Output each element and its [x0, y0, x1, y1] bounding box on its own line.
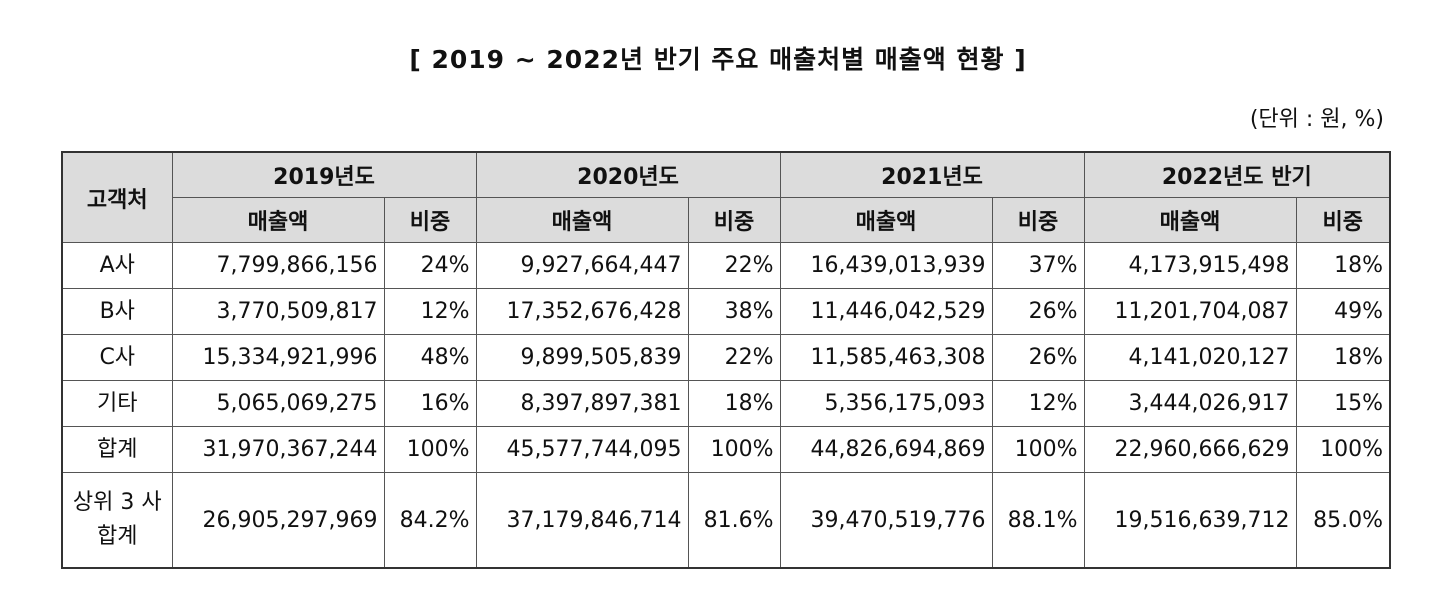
cell-customer: 상위 3 사 합계 [61, 472, 173, 569]
header-share: 비중 [991, 197, 1085, 243]
cell-share: 100% [1295, 426, 1391, 473]
header-year-2019: 2019년도 [171, 151, 477, 198]
cell-sales: 19,516,639,712 [1083, 472, 1297, 569]
header-sales: 매출액 [475, 197, 689, 243]
cell-share: 84.2% [383, 472, 477, 569]
header-row-metrics: 매출액 비중 매출액 비중 매출액 비중 매출액 비중 [62, 197, 1391, 243]
cell-sales: 11,201,704,087 [1083, 288, 1297, 335]
table-header: 고객처 2019년도 2020년도 2021년도 2022년도 반기 매출액 비… [61, 151, 1391, 243]
cell-share: 88.1% [991, 472, 1085, 569]
cell-share: 22% [687, 242, 781, 289]
cell-sales: 15,334,921,996 [171, 334, 385, 381]
unit-note: (단위 : 원, %) [1249, 107, 1384, 132]
cell-share: 15% [1295, 380, 1391, 427]
table-row: B사 3,770,509,817 12% 17,352,676,428 38% 11,44… [61, 288, 1391, 335]
cell-customer: 기타 [61, 380, 173, 427]
cell-share: 12% [383, 288, 477, 335]
cell-sales: 4,141,020,127 [1083, 334, 1297, 381]
cell-share: 85.0% [1295, 472, 1391, 569]
cell-share: 100% [383, 426, 477, 473]
cell-sales: 3,444,026,917 [1083, 380, 1297, 427]
cell-sales: 37,179,846,714 [475, 472, 689, 569]
cell-sales: 39,470,519,776 [779, 472, 993, 569]
cell-share: 26% [991, 288, 1085, 335]
table-row: 합계 31,970,367,244 100% 45,577,744,095 100% 44… [61, 426, 1391, 473]
header-sales: 매출액 [1083, 197, 1297, 243]
cell-sales: 44,826,694,869 [779, 426, 993, 473]
cell-sales: 31,970,367,244 [171, 426, 385, 473]
cell-sales: 11,585,463,308 [779, 334, 993, 381]
cell-sales: 11,446,042,529 [779, 288, 993, 335]
cell-sales: 9,899,505,839 [475, 334, 689, 381]
cell-sales: 3,770,509,817 [171, 288, 385, 335]
cell-sales: 26,905,297,969 [171, 472, 385, 569]
header-customer: 고객처 [61, 151, 173, 243]
header-year-2022-half: 2022년도 반기 [1083, 151, 1391, 198]
cell-share: 81.6% [687, 472, 781, 569]
table-row: A사 7,799,866,156 24% 9,927,664,447 22% 16,439… [61, 242, 1391, 289]
header-row-years: 고객처 2019년도 2020년도 2021년도 2022년도 반기 [61, 151, 1391, 243]
cell-share: 48% [383, 334, 477, 381]
cell-share: 22% [687, 334, 781, 381]
header-share: 비중 [383, 197, 477, 243]
cell-share: 49% [1295, 288, 1391, 335]
header-share: 비중 [1295, 197, 1391, 243]
cell-customer: A사 [61, 242, 173, 289]
cell-sales: 5,065,069,275 [171, 380, 385, 427]
header-share: 비중 [687, 197, 781, 243]
header-sales: 매출액 [779, 197, 993, 243]
cell-sales: 7,799,866,156 [171, 242, 385, 289]
page-title: [ 2019 ~ 2022년 반기 주요 매출처별 매출액 현황 ] [409, 45, 1027, 74]
cell-sales: 22,960,666,629 [1083, 426, 1297, 473]
sales-table: 고객처 2019년도 2020년도 2021년도 2022년도 반기 매출액 비… [61, 151, 1392, 569]
cell-sales: 16,439,013,939 [779, 242, 993, 289]
cell-share: 12% [991, 380, 1085, 427]
cell-share: 100% [991, 426, 1085, 473]
cell-customer: 합계 [61, 426, 173, 473]
table-body: A사 7,799,866,156 24% 9,927,664,447 22% 16,439… [61, 242, 1391, 569]
cell-share: 100% [687, 426, 781, 473]
cell-sales: 45,577,744,095 [475, 426, 689, 473]
cell-sales: 9,927,664,447 [475, 242, 689, 289]
header-sales: 매출액 [171, 197, 385, 243]
cell-share: 18% [687, 380, 781, 427]
cell-share: 26% [991, 334, 1085, 381]
header-year-2020: 2020년도 [475, 151, 781, 198]
header-year-2021: 2021년도 [779, 151, 1085, 198]
cell-sales: 8,397,897,381 [475, 380, 689, 427]
table-row: 상위 3 사 합계 26,905,297,969 84.2% 37,179,846,7… [61, 472, 1391, 569]
cell-share: 24% [383, 242, 477, 289]
cell-customer: B사 [61, 288, 173, 335]
cell-share: 38% [687, 288, 781, 335]
cell-share: 37% [991, 242, 1085, 289]
table-row: C사 15,334,921,996 48% 9,899,505,839 22% 11,58… [61, 334, 1391, 381]
cell-sales: 4,173,915,498 [1083, 242, 1297, 289]
cell-share: 18% [1295, 242, 1391, 289]
cell-sales: 17,352,676,428 [475, 288, 689, 335]
cell-customer: C사 [61, 334, 173, 381]
cell-sales: 5,356,175,093 [779, 380, 993, 427]
cell-share: 18% [1295, 334, 1391, 381]
table-row: 기타 5,065,069,275 16% 8,397,897,381 18% 5,356,… [61, 380, 1391, 427]
cell-share: 16% [383, 380, 477, 427]
